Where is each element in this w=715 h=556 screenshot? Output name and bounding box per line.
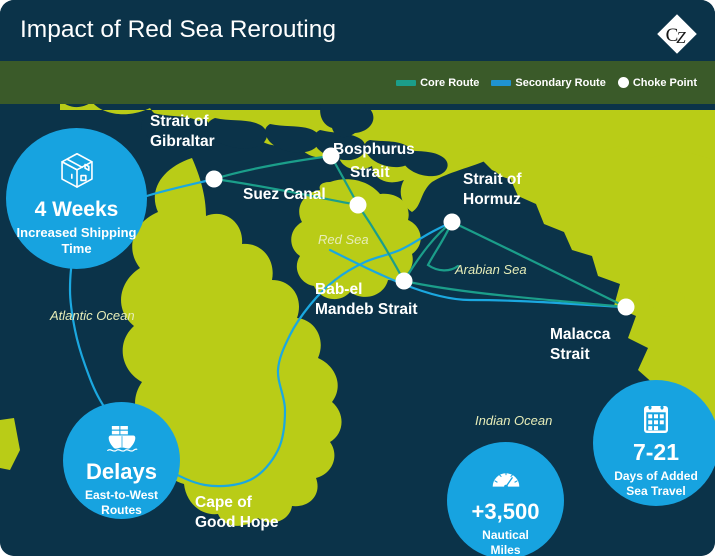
svg-text:Z: Z [676, 28, 686, 47]
